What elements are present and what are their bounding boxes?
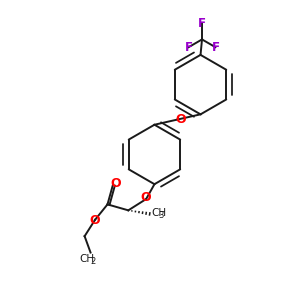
Text: O: O bbox=[110, 177, 121, 190]
Text: CH: CH bbox=[80, 254, 94, 264]
Text: O: O bbox=[89, 214, 100, 226]
Text: 3: 3 bbox=[158, 211, 164, 220]
Text: F: F bbox=[184, 41, 193, 54]
Text: 2: 2 bbox=[90, 257, 96, 266]
Text: O: O bbox=[141, 191, 152, 204]
Text: F: F bbox=[212, 41, 219, 54]
Text: F: F bbox=[198, 17, 206, 31]
Text: CH: CH bbox=[151, 208, 166, 218]
Text: O: O bbox=[176, 113, 186, 126]
